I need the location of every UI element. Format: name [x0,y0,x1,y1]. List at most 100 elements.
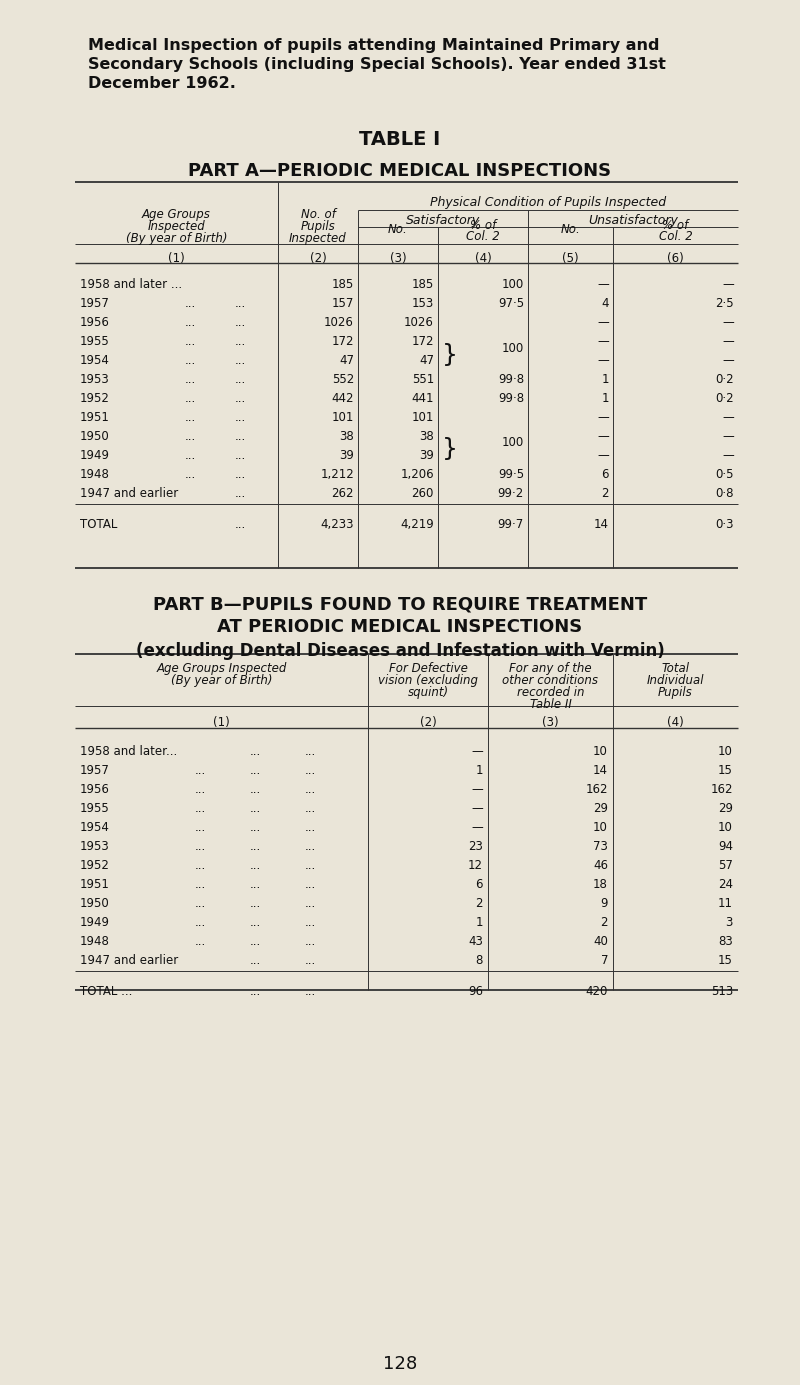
Text: 10: 10 [593,821,608,834]
Text: 96: 96 [468,985,483,999]
Text: 1026: 1026 [324,316,354,330]
Text: 101: 101 [332,411,354,424]
Text: 1947 and earlier: 1947 and earlier [80,488,178,500]
Text: (2): (2) [420,716,436,729]
Text: 1947 and earlier: 1947 and earlier [80,954,178,967]
Text: 1954: 1954 [80,821,110,834]
Text: 162: 162 [710,783,733,796]
Text: 23: 23 [468,839,483,853]
Text: ...: ... [250,783,261,796]
Text: ...: ... [194,802,206,814]
Text: (By year of Birth): (By year of Birth) [126,233,227,245]
Text: 153: 153 [412,296,434,310]
Text: ...: ... [304,954,316,967]
Text: 1956: 1956 [80,783,110,796]
Text: —: — [471,783,483,796]
Text: ...: ... [194,765,206,777]
Text: ...: ... [234,429,246,443]
Text: ...: ... [250,802,261,814]
Text: ...: ... [184,411,196,424]
Text: ...: ... [250,954,261,967]
Text: ...: ... [250,745,261,758]
Text: 18: 18 [593,878,608,891]
Text: }: } [442,342,458,367]
Text: 15: 15 [718,765,733,777]
Text: recorded in: recorded in [517,686,584,699]
Text: —: — [598,411,609,424]
Text: 1955: 1955 [80,335,110,348]
Text: ...: ... [304,821,316,834]
Text: 2·5: 2·5 [715,296,734,310]
Text: % of: % of [470,219,496,233]
Text: —: — [722,411,734,424]
Text: 1953: 1953 [80,839,110,853]
Text: 420: 420 [586,985,608,999]
Text: ...: ... [194,859,206,873]
Text: Table II: Table II [530,698,571,711]
Text: 1948: 1948 [80,935,110,947]
Text: ...: ... [234,411,246,424]
Text: 97·5: 97·5 [498,296,524,310]
Text: 262: 262 [331,488,354,500]
Text: 1949: 1949 [80,915,110,929]
Text: 11: 11 [718,897,733,910]
Text: 1026: 1026 [404,316,434,330]
Text: 100: 100 [502,342,524,355]
Text: 29: 29 [718,802,733,814]
Text: 29: 29 [593,802,608,814]
Text: 0·8: 0·8 [715,488,734,500]
Text: No.: No. [561,223,580,235]
Text: ...: ... [184,468,196,481]
Text: 1: 1 [602,392,609,404]
Text: (6): (6) [667,252,684,265]
Text: 47: 47 [339,355,354,367]
Text: 38: 38 [339,429,354,443]
Text: 14: 14 [593,765,608,777]
Text: Age Groups: Age Groups [142,208,211,222]
Text: ...: ... [194,897,206,910]
Text: Physical Condition of Pupils Inspected: Physical Condition of Pupils Inspected [430,197,666,209]
Text: 100: 100 [502,278,524,291]
Text: 442: 442 [331,392,354,404]
Text: Unsatisfactory: Unsatisfactory [588,215,678,227]
Text: (3): (3) [542,716,559,729]
Text: 1950: 1950 [80,897,110,910]
Text: 101: 101 [412,411,434,424]
Text: Medical Inspection of pupils attending Maintained Primary and: Medical Inspection of pupils attending M… [88,37,659,53]
Text: 1956: 1956 [80,316,110,330]
Text: ...: ... [250,821,261,834]
Text: 73: 73 [593,839,608,853]
Text: 172: 172 [411,335,434,348]
Text: 157: 157 [332,296,354,310]
Text: 1952: 1952 [80,859,110,873]
Text: 6: 6 [475,878,483,891]
Text: 2: 2 [475,897,483,910]
Text: ...: ... [184,316,196,330]
Text: 10: 10 [593,745,608,758]
Text: 46: 46 [593,859,608,873]
Text: 24: 24 [718,878,733,891]
Text: —: — [722,449,734,463]
Text: 12: 12 [468,859,483,873]
Text: ...: ... [194,935,206,947]
Text: 10: 10 [718,821,733,834]
Text: ...: ... [184,392,196,404]
Text: ...: ... [194,839,206,853]
Text: 1958 and later...: 1958 and later... [80,745,178,758]
Text: ...: ... [234,296,246,310]
Text: Total: Total [662,662,690,674]
Text: 441: 441 [411,392,434,404]
Text: 1: 1 [475,915,483,929]
Text: 10: 10 [718,745,733,758]
Text: —: — [598,278,609,291]
Text: Pupils: Pupils [658,686,693,699]
Text: Secondary Schools (including Special Schools). Year ended 31st: Secondary Schools (including Special Sch… [88,57,666,72]
Text: 1: 1 [475,765,483,777]
Text: ...: ... [304,802,316,814]
Text: —: — [598,355,609,367]
Text: 99·2: 99·2 [498,488,524,500]
Text: 1953: 1953 [80,373,110,386]
Text: Col. 2: Col. 2 [466,230,500,242]
Text: 552: 552 [332,373,354,386]
Text: ...: ... [184,429,196,443]
